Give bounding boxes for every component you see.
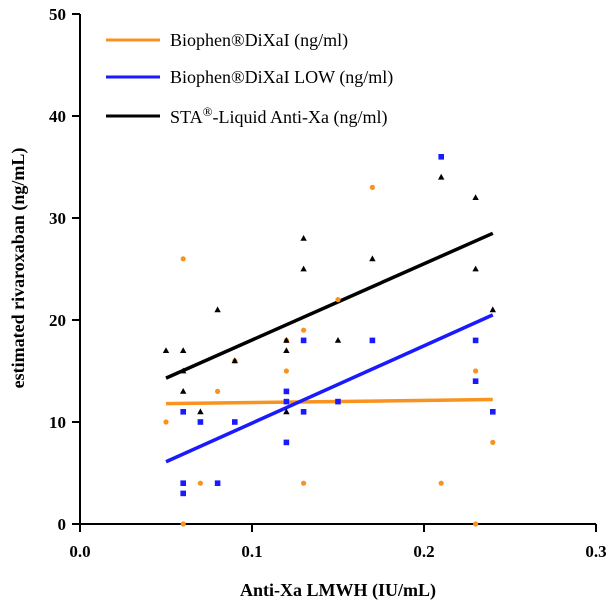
data-point-biophen-low (180, 409, 186, 415)
data-point-biophen (490, 439, 496, 445)
legend-label-sta-rest: -Liquid Anti-Xa (ng/ml) (212, 107, 387, 128)
data-point-biophen (473, 521, 479, 527)
data-point-biophen-low (472, 337, 479, 344)
data-point-sta (180, 388, 187, 394)
data-point-biophen (301, 480, 307, 486)
legend-label-biophen-low: Biophen®DiXaI LOW (ng/ml) (170, 67, 393, 88)
data-point-sta (197, 408, 204, 415)
data-point-sta (300, 235, 307, 241)
data-point-biophen (197, 480, 203, 486)
data-point-sta (283, 408, 290, 415)
data-point-biophen (369, 184, 375, 190)
data-point-biophen-low (180, 480, 186, 486)
data-point-biophen (180, 256, 186, 262)
y-tick-label: 40 (49, 107, 66, 126)
data-point-biophen (215, 388, 221, 394)
data-point-biophen (438, 480, 444, 486)
data-point-biophen-low (180, 490, 186, 497)
fit-line-biophen (165, 397, 493, 406)
data-point-biophen-low (472, 378, 479, 384)
data-point-biophen-low (283, 439, 290, 446)
legend-label-sta: STA®-Liquid Anti-Xa (ng/ml) (170, 104, 387, 128)
data-point-biophen-low (232, 419, 238, 425)
data-point-sta (231, 357, 238, 364)
data-point-sta (300, 265, 307, 272)
data-point-sta (472, 194, 479, 200)
x-tick-label: 0.0 (69, 542, 90, 561)
data-point-sta (334, 337, 342, 343)
data-point-biophen (335, 297, 341, 303)
data-point-biophen-low (300, 409, 307, 415)
data-point-sta (438, 173, 445, 180)
axes (79, 14, 596, 525)
legend-label-biophen: Biophen®DiXaI (ng/ml) (170, 30, 348, 51)
data-point-biophen-low (438, 154, 444, 160)
data-point-sta (489, 306, 496, 313)
y-tick-label: 50 (49, 5, 66, 24)
data-point-biophen-low (283, 398, 290, 405)
data-point-biophen (473, 368, 479, 374)
data-point-sta (180, 367, 187, 374)
data-point-sta (162, 347, 170, 353)
data-point-biophen-low (335, 398, 341, 405)
y-tick-label: 20 (49, 311, 66, 330)
y-tick-label: 30 (49, 209, 66, 228)
data-point-biophen-low (214, 480, 221, 486)
data-point-sta (472, 265, 479, 272)
data-point-biophen (283, 368, 289, 374)
data-point-sta (369, 255, 376, 262)
y-axis-title: estimated rivaroxaban (ng/mL) (8, 148, 29, 389)
fit-line-biophen-low (165, 313, 494, 464)
x-tick-label: 0.2 (413, 542, 434, 561)
data-point-biophen (180, 521, 186, 527)
data-point-sta (180, 347, 187, 353)
data-point-biophen-low (197, 419, 204, 425)
x-axis-title: Anti-Xa LMWH (IU/mL) (240, 580, 436, 601)
data-point-biophen-low (283, 388, 290, 395)
fit-lines (165, 231, 494, 464)
fit-line-sta (165, 231, 494, 380)
data-point-biophen-low (300, 337, 307, 344)
data-point-biophen-low (369, 337, 376, 344)
data-point-biophen (163, 419, 169, 425)
legend: Biophen®DiXaI (ng/ml) Biophen®DiXaI LOW … (106, 30, 393, 128)
legend-label-sta-sup: ® (203, 104, 213, 119)
y-tick-label: 0 (58, 515, 67, 534)
y-tick-label: 10 (49, 413, 66, 432)
data-point-sta (214, 306, 221, 313)
legend-label-sta-main: STA (170, 107, 203, 127)
data-point-sta (283, 337, 290, 343)
data-point-biophen (301, 327, 307, 333)
data-points (162, 154, 496, 527)
data-point-sta (283, 347, 290, 353)
tick-group: 0.0 0.1 0.2 0.3 0 10 20 30 40 50 (49, 5, 607, 561)
x-tick-label: 0.1 (241, 542, 262, 561)
data-point-biophen-low (490, 409, 496, 415)
x-tick-label: 0.3 (585, 542, 606, 561)
